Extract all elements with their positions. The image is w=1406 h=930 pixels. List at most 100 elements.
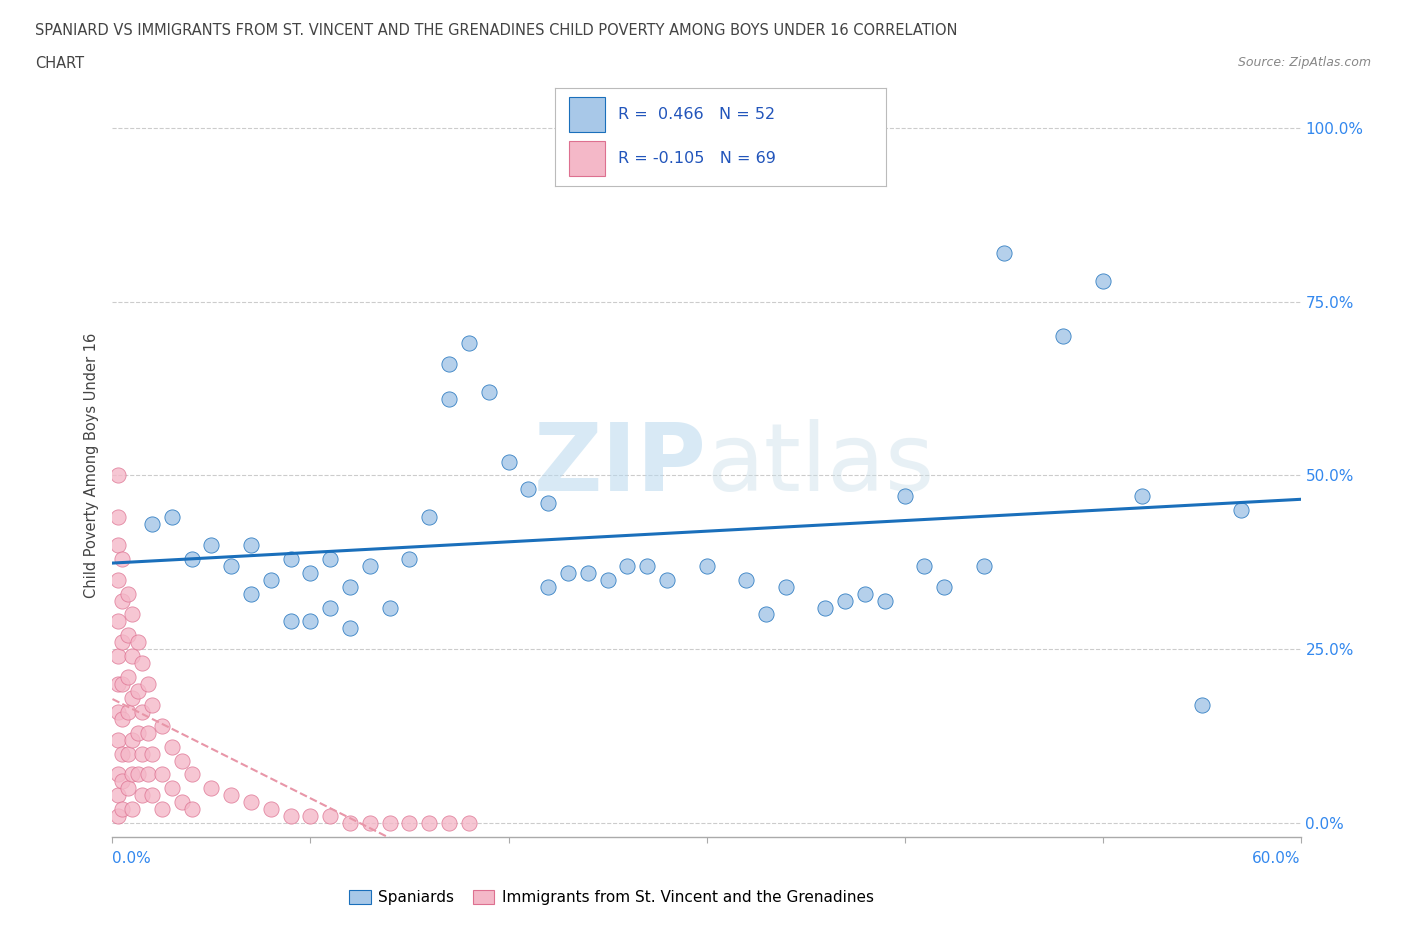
Point	[200, 538, 222, 552]
Point	[111, 746, 134, 761]
Point	[517, 482, 540, 497]
Point	[893, 489, 915, 504]
Point	[498, 454, 520, 469]
Point	[973, 558, 995, 573]
Text: 60.0%: 60.0%	[1253, 851, 1301, 866]
Point	[136, 725, 159, 740]
Point	[107, 767, 129, 782]
Point	[260, 802, 283, 817]
Point	[557, 565, 579, 580]
Point	[280, 809, 302, 824]
Point	[378, 816, 401, 830]
Point	[107, 732, 129, 747]
Point	[359, 816, 381, 830]
Point	[458, 816, 481, 830]
Point	[735, 572, 758, 587]
Point	[107, 572, 129, 587]
Point	[1130, 489, 1153, 504]
Point	[107, 614, 129, 629]
Point	[437, 392, 460, 406]
Point	[131, 746, 153, 761]
Point	[280, 551, 302, 566]
Point	[993, 246, 1015, 260]
Point	[834, 593, 856, 608]
Point	[107, 538, 129, 552]
Point	[107, 677, 129, 692]
Point	[150, 767, 173, 782]
Point	[111, 551, 134, 566]
Legend: Spaniards, Immigrants from St. Vincent and the Grenadines: Spaniards, Immigrants from St. Vincent a…	[343, 884, 880, 911]
Point	[537, 579, 560, 594]
Point	[437, 357, 460, 372]
Text: atlas: atlas	[707, 419, 935, 511]
Point	[398, 551, 420, 566]
Point	[127, 684, 149, 698]
Point	[873, 593, 896, 608]
Point	[696, 558, 718, 573]
Point	[1091, 273, 1114, 288]
Point	[240, 795, 263, 810]
Point	[616, 558, 638, 573]
Point	[240, 586, 263, 601]
Point	[150, 802, 173, 817]
Point	[418, 816, 440, 830]
Text: R =  0.466   N = 52: R = 0.466 N = 52	[619, 107, 775, 122]
Point	[240, 538, 263, 552]
Point	[127, 635, 149, 650]
Point	[121, 732, 143, 747]
Point	[107, 788, 129, 803]
Point	[378, 600, 401, 615]
Point	[160, 739, 183, 754]
Point	[219, 788, 242, 803]
Point	[814, 600, 837, 615]
Point	[150, 718, 173, 733]
Text: R = -0.105   N = 69: R = -0.105 N = 69	[619, 152, 776, 166]
Point	[319, 600, 342, 615]
Point	[136, 767, 159, 782]
Point	[1052, 329, 1074, 344]
Point	[418, 510, 440, 525]
Point	[912, 558, 935, 573]
Point	[107, 809, 129, 824]
Point	[160, 781, 183, 796]
Point	[219, 558, 242, 573]
Point	[107, 649, 129, 664]
Point	[111, 677, 134, 692]
Point	[200, 781, 222, 796]
Point	[127, 767, 149, 782]
Point	[111, 711, 134, 726]
Point	[141, 698, 163, 712]
Point	[121, 649, 143, 664]
Point	[280, 614, 302, 629]
Point	[170, 753, 193, 768]
Point	[260, 572, 283, 587]
Point	[131, 704, 153, 719]
Point	[398, 816, 420, 830]
Point	[121, 802, 143, 817]
Point	[141, 788, 163, 803]
Text: 0.0%: 0.0%	[112, 851, 152, 866]
FancyBboxPatch shape	[568, 97, 605, 132]
Point	[853, 586, 876, 601]
Point	[339, 579, 361, 594]
Point	[339, 816, 361, 830]
Point	[180, 802, 202, 817]
Point	[319, 809, 342, 824]
Y-axis label: Child Poverty Among Boys Under 16: Child Poverty Among Boys Under 16	[83, 332, 98, 598]
Point	[117, 781, 139, 796]
Point	[576, 565, 599, 580]
Text: ZIP: ZIP	[534, 419, 707, 511]
Point	[339, 621, 361, 636]
Point	[111, 593, 134, 608]
Point	[160, 510, 183, 525]
Point	[121, 690, 143, 705]
Point	[359, 558, 381, 573]
Point	[111, 802, 134, 817]
Point	[437, 816, 460, 830]
Point	[1191, 698, 1213, 712]
Point	[121, 607, 143, 622]
Text: Source: ZipAtlas.com: Source: ZipAtlas.com	[1237, 56, 1371, 69]
Point	[775, 579, 797, 594]
Point	[319, 551, 342, 566]
FancyBboxPatch shape	[568, 141, 605, 177]
